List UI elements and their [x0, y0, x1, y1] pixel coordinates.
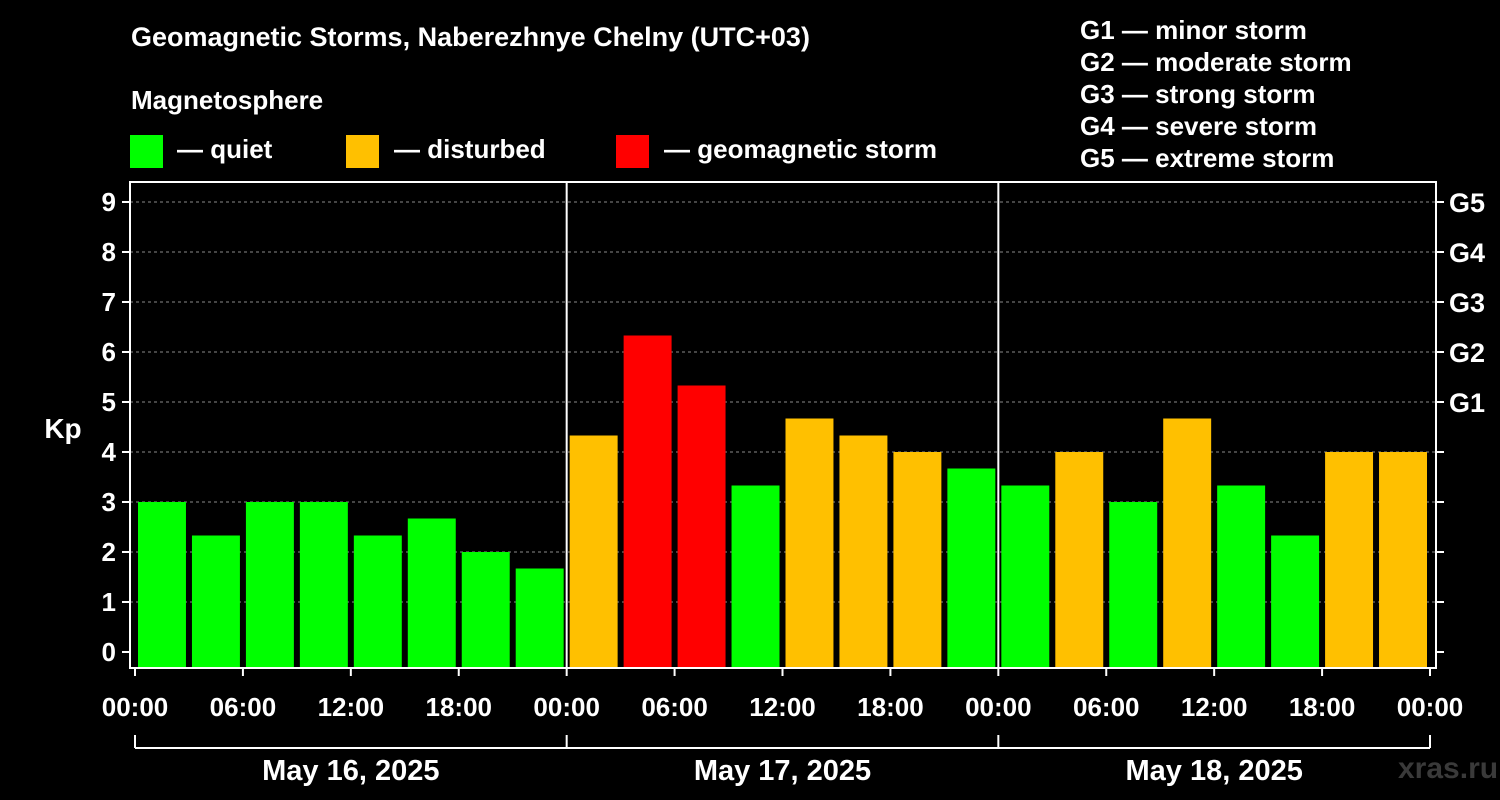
- kp-bar: [1379, 452, 1427, 668]
- y-tick-label: 0: [102, 637, 116, 667]
- x-tick-label: 00:00: [102, 692, 169, 722]
- y-tick-label: 8: [102, 237, 116, 267]
- day-label: May 16, 2025: [262, 755, 439, 787]
- kp-bar: [839, 435, 888, 668]
- legend-label-storm: — geomagnetic storm: [664, 134, 938, 164]
- g-level-label: G2: [1449, 338, 1485, 368]
- kp-bar: [1001, 485, 1050, 668]
- gscale-g1: G1 — minor storm: [1080, 15, 1307, 45]
- y-tick-label: 9: [102, 187, 116, 217]
- y-tick-label: 3: [102, 487, 116, 517]
- legend-swatch-storm: [616, 135, 649, 168]
- kp-bar: [407, 518, 456, 668]
- x-tick-label: 00:00: [533, 692, 600, 722]
- y-tick-label: 1: [102, 587, 116, 617]
- kp-bar: [569, 435, 618, 668]
- day-label: May 18, 2025: [1125, 755, 1302, 787]
- x-tick-label: 06:00: [210, 692, 277, 722]
- x-tick-label: 18:00: [1289, 692, 1356, 722]
- y-tick-label: 2: [102, 537, 116, 567]
- x-tick-label: 18:00: [426, 692, 493, 722]
- legend-label-quiet: — quiet: [177, 134, 273, 164]
- x-tick-label: 12:00: [318, 692, 385, 722]
- kp-bar: [1055, 452, 1104, 668]
- y-tick-label: 5: [102, 387, 116, 417]
- y-tick-label: 6: [102, 337, 116, 367]
- kp-bar: [1109, 502, 1158, 668]
- kp-bar: [353, 535, 402, 668]
- g-level-label: G4: [1449, 238, 1485, 268]
- x-tick-label: 06:00: [1073, 692, 1140, 722]
- legend-label-disturbed: — disturbed: [394, 134, 546, 164]
- kp-bar: [785, 418, 834, 668]
- kp-bar: [515, 568, 564, 668]
- gscale-g5: G5 — extreme storm: [1080, 143, 1335, 173]
- x-tick-label: 12:00: [1181, 692, 1248, 722]
- kp-bar: [1163, 418, 1212, 668]
- y-tick-label: 4: [102, 437, 117, 467]
- day-label: May 17, 2025: [694, 755, 871, 787]
- chart-subtitle: Magnetosphere: [131, 85, 324, 115]
- gscale-g4: G4 — severe storm: [1080, 111, 1318, 141]
- gscale-g3: G3 — strong storm: [1080, 79, 1316, 109]
- gscale-g2: G2 — moderate storm: [1080, 47, 1352, 77]
- kp-bar: [623, 335, 672, 668]
- x-tick-label: 06:00: [641, 692, 708, 722]
- kp-bar: [731, 485, 780, 668]
- kp-bar: [1217, 485, 1266, 668]
- g-level-label: G5: [1449, 188, 1485, 218]
- y-axis-label: Kp: [44, 413, 81, 444]
- kp-bar: [1271, 535, 1320, 668]
- kp-bar: [893, 452, 942, 668]
- kp-bar: [461, 552, 510, 668]
- kp-bar: [1325, 452, 1374, 668]
- x-tick-label: 18:00: [857, 692, 924, 722]
- kp-bar: [677, 385, 726, 668]
- kp-bar: [947, 468, 996, 668]
- g-level-label: G3: [1449, 288, 1485, 318]
- x-tick-label: 12:00: [749, 692, 816, 722]
- watermark: xras.ru: [1398, 752, 1499, 785]
- legend-swatch-quiet: [130, 135, 163, 168]
- chart-title: Geomagnetic Storms, Naberezhnye Chelny (…: [131, 22, 810, 52]
- legend-swatch-disturbed: [346, 135, 379, 168]
- y-tick-label: 7: [102, 287, 116, 317]
- x-tick-label: 00:00: [965, 692, 1032, 722]
- x-tick-label: 00:00: [1397, 692, 1464, 722]
- g-level-label: G1: [1449, 388, 1485, 418]
- kp-bar: [138, 502, 186, 668]
- kp-bar: [191, 535, 240, 668]
- kp-bar: [245, 502, 294, 668]
- kp-bar: [299, 502, 348, 668]
